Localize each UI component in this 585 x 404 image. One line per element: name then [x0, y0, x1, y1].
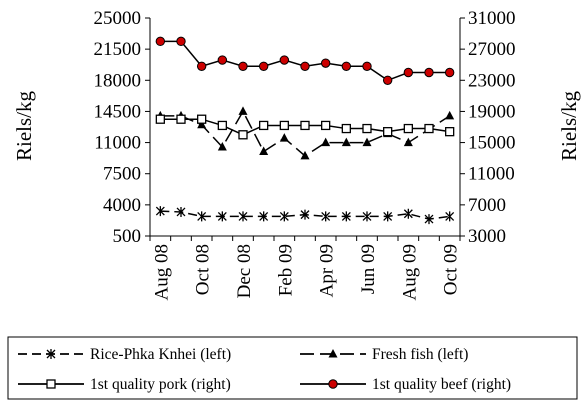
data-point-s1 — [279, 211, 289, 222]
data-point-s4 — [279, 55, 290, 65]
data-point-s2 — [279, 133, 289, 142]
data-point-s1 — [197, 211, 207, 222]
data-point-s2 — [238, 106, 248, 115]
data-point-s4 — [300, 61, 310, 71]
data-point-s1 — [403, 208, 413, 219]
x-tick-label: Feb 09 — [275, 244, 296, 296]
y-tick-label-right: 23000 — [468, 70, 516, 91]
y-tick-label-left: 11000 — [94, 133, 141, 154]
data-point-s4 — [258, 61, 269, 71]
data-point-s1 — [445, 211, 455, 222]
y-tick-label-right: 11000 — [468, 164, 515, 185]
data-point-s1 — [259, 211, 269, 222]
x-tick-label: Aug 09 — [399, 244, 420, 300]
data-point-s3 — [238, 130, 248, 140]
legend-marker — [328, 349, 338, 358]
data-point-s4 — [217, 55, 228, 65]
data-point-s3 — [217, 120, 227, 131]
legend-label: 1st quality pork (right) — [90, 376, 231, 393]
data-point-s3 — [155, 114, 165, 124]
data-point-s3 — [321, 120, 331, 131]
data-point-s2 — [362, 137, 372, 147]
plot-area: 25000 21500 18000 14500 11000 7500 4000 500 3100… — [94, 8, 516, 300]
y-tick-label-right: 27000 — [468, 39, 516, 60]
data-point-s2 — [445, 110, 455, 120]
y-tick-label-left: 14500 — [94, 101, 142, 122]
data-point-s1 — [383, 211, 393, 222]
data-point-s2 — [197, 119, 207, 129]
data-point-s1 — [300, 209, 310, 220]
y-tick-label-left: 500 — [113, 226, 142, 247]
data-point-s1 — [217, 211, 227, 222]
x-tick-label: Jun 09 — [358, 244, 379, 294]
y-tick-label-left: 4000 — [103, 195, 141, 216]
data-point-s3 — [403, 123, 413, 134]
data-point-s2 — [217, 142, 227, 151]
data-point-s4 — [341, 61, 352, 71]
legend-box — [7, 336, 578, 400]
legend-marker — [328, 379, 338, 389]
data-point-s3 — [341, 123, 351, 134]
y-axis-label-left: Riels/kg — [12, 91, 36, 162]
legend-label: Fresh fish (left) — [372, 346, 468, 363]
data-point-s2 — [341, 137, 351, 147]
data-point-s2 — [300, 150, 310, 160]
data-point-s4 — [176, 36, 186, 47]
data-point-s2 — [259, 146, 269, 155]
data-point-s4 — [403, 67, 414, 78]
x-tick-label: Dec 08 — [234, 244, 255, 298]
data-point-s3 — [259, 120, 269, 131]
x-tick-label: Oct 08 — [193, 244, 214, 295]
legend: Rice-Phka Knhei (left) Fresh fish (left) 1… — [7, 336, 578, 400]
data-point-s3 — [383, 127, 393, 137]
data-point-s1 — [155, 206, 165, 217]
data-point-s1 — [424, 214, 434, 225]
data-point-s3 — [279, 120, 289, 131]
data-point-s4 — [444, 67, 455, 78]
y-tick-label-right: 15000 — [468, 133, 516, 154]
data-point-s1 — [238, 211, 248, 222]
y-tick-label-left: 21500 — [94, 39, 142, 60]
data-point-s4 — [238, 61, 248, 71]
y-tick-label-right: 3000 — [468, 226, 506, 247]
data-point-s3 — [362, 123, 372, 134]
x-tick-label: Aug 08 — [151, 244, 172, 300]
y-axis-label-right: Riels/kg — [557, 91, 581, 162]
data-point-s1 — [341, 211, 351, 222]
data-point-s3 — [300, 120, 310, 131]
data-point-s2 — [403, 137, 413, 147]
x-tick-label: Apr 09 — [317, 244, 338, 297]
data-point-s4 — [196, 61, 207, 71]
x-tick-label: Oct 09 — [441, 244, 462, 295]
data-point-s4 — [424, 67, 434, 78]
data-point-s4 — [320, 58, 331, 68]
data-point-s1 — [176, 206, 186, 217]
data-point-s1 — [321, 211, 331, 222]
data-point-s3 — [176, 114, 186, 124]
y-tick-label-left: 7500 — [103, 164, 141, 185]
legend-marker — [46, 379, 56, 389]
data-point-s4 — [362, 61, 372, 71]
y-tick-label-right: 19000 — [468, 101, 516, 122]
data-point-s4 — [382, 75, 393, 85]
y-tick-label-right: 7000 — [468, 195, 506, 216]
legend-label: 1st quality beef (right) — [372, 376, 511, 393]
legend-marker — [46, 349, 56, 359]
legend-label: Rice-Phka Knhei (left) — [90, 346, 231, 363]
y-tick-label-left: 25000 — [94, 8, 142, 29]
data-point-s2 — [321, 137, 331, 147]
data-point-s3 — [197, 114, 207, 124]
data-point-s4 — [155, 36, 166, 47]
y-tick-label-left: 18000 — [94, 70, 142, 91]
data-point-s3 — [445, 127, 455, 137]
data-point-s1 — [362, 211, 372, 222]
y-tick-label-right: 31000 — [468, 8, 516, 29]
data-point-s3 — [424, 123, 434, 134]
